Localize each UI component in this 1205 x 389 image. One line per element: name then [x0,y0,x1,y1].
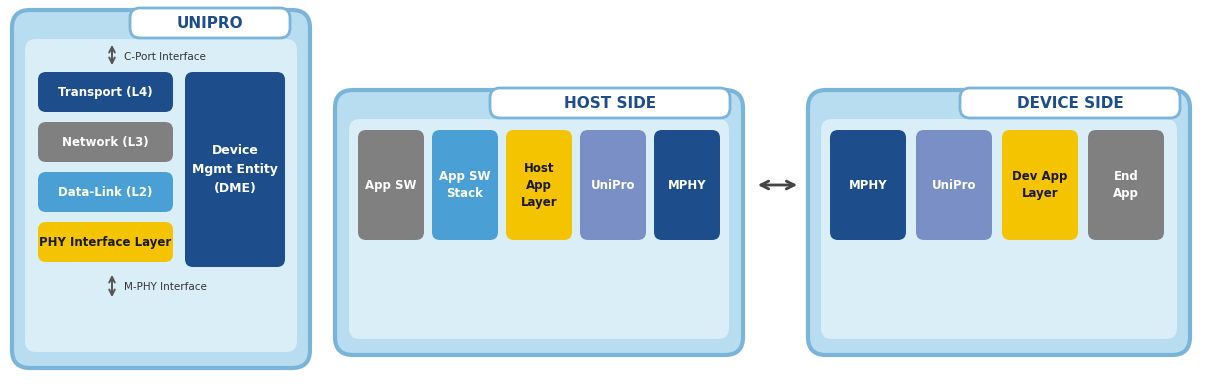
Text: UniPro: UniPro [931,179,976,191]
FancyBboxPatch shape [358,130,424,240]
Text: UniPro: UniPro [590,179,635,191]
Text: PHY Interface Layer: PHY Interface Layer [40,235,171,249]
FancyBboxPatch shape [39,172,174,212]
Text: End
App: End App [1113,170,1139,200]
Text: Dev App
Layer: Dev App Layer [1012,170,1068,200]
Text: HOST SIDE: HOST SIDE [564,96,656,110]
FancyBboxPatch shape [960,88,1180,118]
Text: Host
App
Layer: Host App Layer [521,161,557,209]
Text: DEVICE SIDE: DEVICE SIDE [1017,96,1123,110]
FancyBboxPatch shape [819,118,1178,340]
Text: App SW: App SW [365,179,417,191]
FancyBboxPatch shape [654,130,721,240]
FancyBboxPatch shape [1088,130,1164,240]
FancyBboxPatch shape [39,222,174,262]
FancyBboxPatch shape [335,90,743,355]
FancyBboxPatch shape [490,88,730,118]
Text: MPHY: MPHY [848,179,887,191]
Text: Device
Mgmt Entity
(DME): Device Mgmt Entity (DME) [192,144,278,194]
Text: App SW
Stack: App SW Stack [440,170,490,200]
FancyBboxPatch shape [506,130,572,240]
FancyBboxPatch shape [348,118,730,340]
FancyBboxPatch shape [809,90,1191,355]
FancyBboxPatch shape [12,10,310,368]
FancyBboxPatch shape [1003,130,1078,240]
FancyBboxPatch shape [580,130,646,240]
Text: Network (L3): Network (L3) [63,135,148,149]
FancyBboxPatch shape [130,8,290,38]
Text: M-PHY Interface: M-PHY Interface [124,282,207,292]
Text: C-Port Interface: C-Port Interface [124,52,206,62]
FancyBboxPatch shape [39,122,174,162]
Text: Transport (L4): Transport (L4) [58,86,153,98]
Text: UNIPRO: UNIPRO [177,16,243,30]
FancyBboxPatch shape [39,72,174,112]
Text: Data-Link (L2): Data-Link (L2) [58,186,153,198]
FancyBboxPatch shape [24,38,298,353]
Text: MPHY: MPHY [668,179,706,191]
FancyBboxPatch shape [186,72,286,267]
FancyBboxPatch shape [830,130,906,240]
FancyBboxPatch shape [433,130,498,240]
FancyBboxPatch shape [916,130,992,240]
